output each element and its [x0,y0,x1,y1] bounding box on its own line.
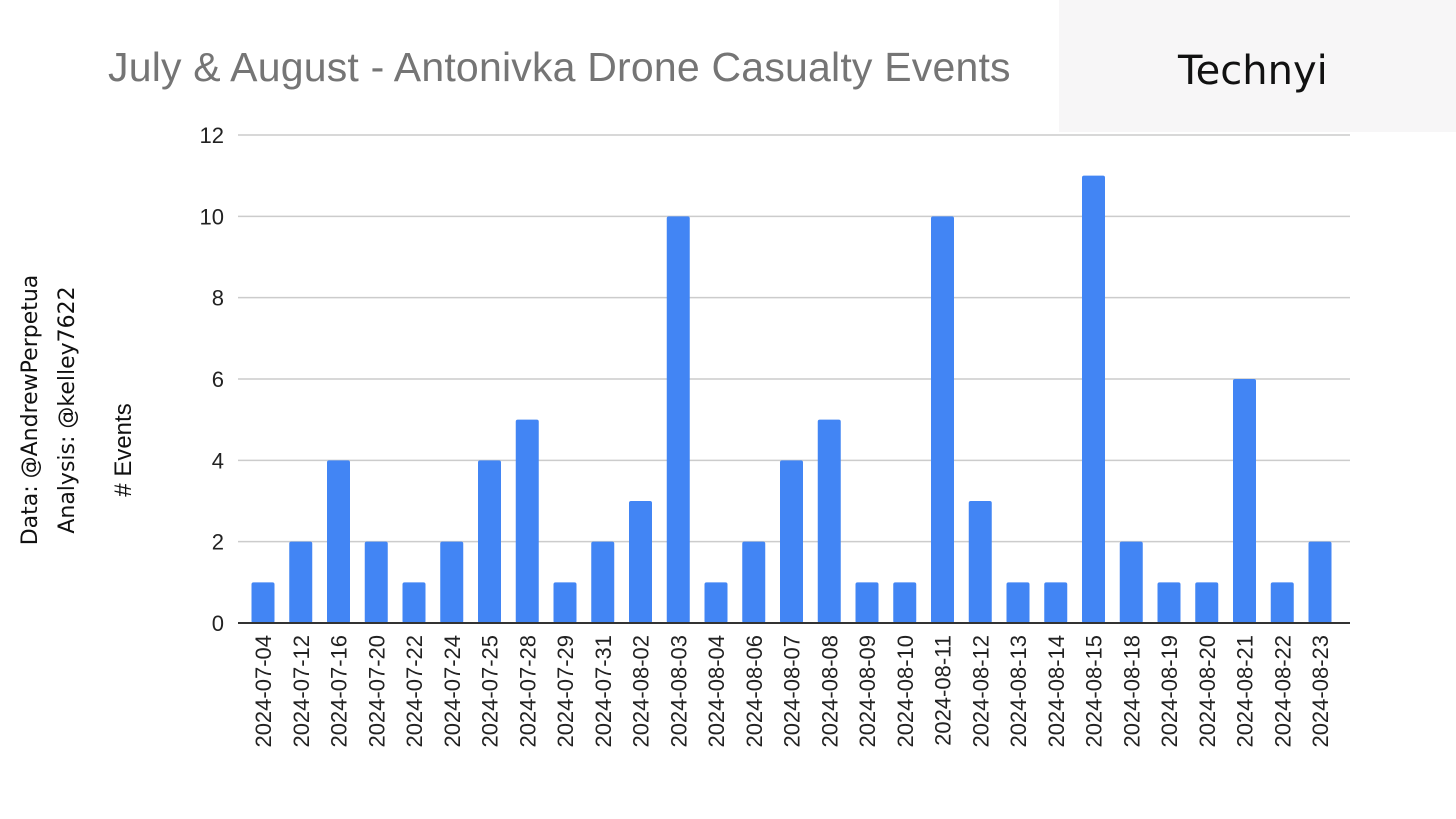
x-tick-label: 2024-08-15 [1082,635,1107,748]
x-tick-label: 2024-08-08 [817,635,842,748]
x-tick-label: 2024-08-11 [931,635,956,746]
bar [817,419,841,623]
bar [780,460,803,623]
y-tick-label: 6 [212,367,224,392]
x-tick-label: 2024-08-10 [893,635,918,748]
x-tick-label: 2024-08-22 [1270,635,1295,748]
bar [666,216,690,624]
y-tick-label: 12 [200,123,224,148]
x-tick-label: 2024-07-16 [327,635,352,748]
x-tick-label: 2024-08-03 [666,635,691,748]
logo-text: Technyi [1178,48,1328,94]
x-tick-label: 2024-07-04 [251,635,276,748]
bar [440,541,464,623]
x-tick-label: 2024-07-22 [402,635,427,748]
gridlines [238,134,1350,543]
logo: Technyi [1178,48,1328,94]
bar [931,216,954,624]
bar [1308,541,1332,623]
x-tick-label: 2024-08-04 [704,635,729,748]
y-axis-ticks: 0 2 4 6 8 10 12 [200,123,224,636]
bar [1270,582,1294,623]
x-tick-label: 2024-07-12 [289,635,314,748]
y-tick-label: 2 [212,530,224,555]
bar [1006,582,1030,623]
bar [1119,541,1143,623]
y-tick-label: 0 [212,611,224,636]
bar [855,582,879,623]
x-tick-label: 2024-08-19 [1157,635,1182,748]
x-tick-label: 2024-08-02 [629,635,654,748]
chart-title: July & August - Antonivka Drone Casualty… [108,44,1011,90]
x-tick-label: 2024-07-31 [591,635,616,748]
bar [742,541,766,623]
bar [478,460,501,623]
bar [553,582,577,623]
y-tick-label: 4 [212,448,224,473]
bars [251,175,1332,624]
x-tick-label: 2024-08-13 [1006,635,1031,748]
x-tick-label: 2024-07-29 [553,635,578,748]
bar [968,501,992,623]
bar [1082,175,1105,623]
x-tick-label: 2024-08-18 [1119,635,1144,748]
x-tick-label: 2024-08-12 [968,635,993,748]
x-tick-label: 2024-08-14 [1044,635,1069,748]
y-tick-label: 8 [212,286,224,311]
x-tick-label: 2024-07-25 [478,635,503,748]
x-tick-label: 2024-08-20 [1195,635,1220,748]
logo-panel [1059,0,1456,132]
y-tick-label: 10 [200,204,224,229]
x-tick-label: 2024-08-09 [855,635,880,748]
x-tick-label: 2024-07-20 [364,635,389,748]
bar [364,541,388,623]
bar [629,501,652,623]
x-tick-label: 2024-07-24 [440,635,465,748]
x-axis-ticks: 2024-07-04 2024-07-12 2024-07-16 2024-07-20… [251,635,1333,748]
bar [893,582,917,623]
x-tick-label: 2024-07-28 [515,635,540,748]
x-tick-label: 2024-08-21 [1233,635,1258,748]
y-axis-label: # Events [110,403,137,496]
bar [591,541,615,623]
bar [704,582,728,623]
bar [1044,582,1068,623]
bar [515,419,539,623]
bar [327,460,350,623]
bar [1233,379,1256,623]
bar [289,541,313,623]
x-tick-label: 2024-08-07 [780,635,805,748]
x-tick-label: 2024-08-23 [1308,635,1333,748]
bar [402,582,426,623]
bar [1157,582,1181,623]
bar [251,582,275,623]
bar [1195,582,1219,623]
x-tick-label: 2024-08-06 [742,635,767,748]
